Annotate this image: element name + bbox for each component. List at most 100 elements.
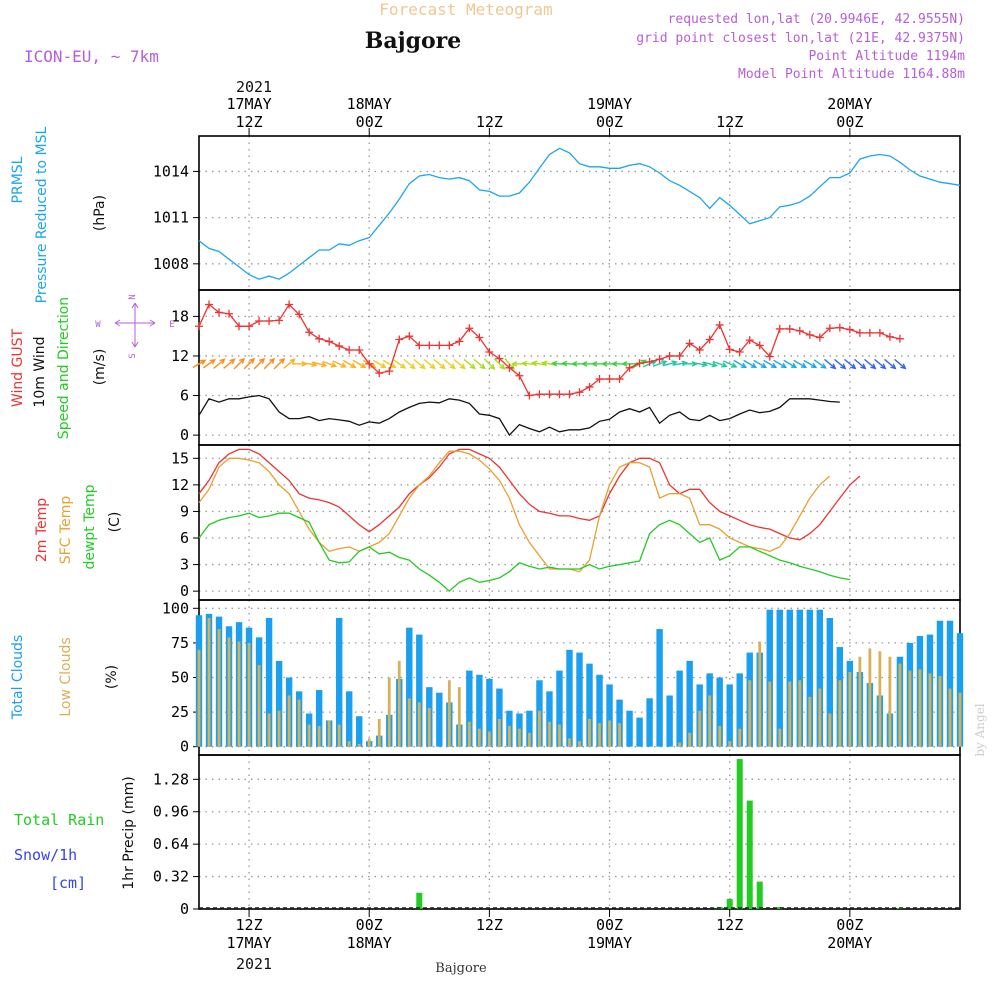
total-cloud-bar <box>666 695 673 747</box>
bottom-axis-hour: 00Z <box>596 916 623 934</box>
total-cloud-bar <box>636 717 643 747</box>
wind-arrow-head <box>469 363 476 370</box>
wind-arrow-head <box>360 362 367 369</box>
wind-arrow-head <box>711 361 718 368</box>
rain-label: Total Rain <box>14 811 104 829</box>
wind-arrow-head <box>229 358 236 365</box>
low-cloud-bar <box>618 723 621 747</box>
y-tick-label: 75 <box>171 634 189 652</box>
wind-arrow-shaft <box>273 358 285 370</box>
wind-arrow-head <box>621 360 628 367</box>
gust-marker <box>505 363 514 372</box>
wind-arrow-shaft <box>743 359 757 368</box>
wind-arrow-head <box>531 360 538 367</box>
wind-arrow-head <box>340 362 347 368</box>
top-axis-date: 17MAY <box>226 95 271 113</box>
wind-arrow-shaft <box>763 359 777 368</box>
y-tick-label: 15 <box>171 449 189 467</box>
gust-marker <box>725 345 734 354</box>
wind-arrow-head <box>611 360 618 367</box>
wind-arrow-head <box>249 357 256 364</box>
low-cloud-bar <box>858 656 862 747</box>
total-cloud-bar <box>676 670 683 747</box>
chart-subtitle: Forecast Meteogram <box>379 0 552 19</box>
gust-marker <box>255 317 264 325</box>
wind-arrow-shaft <box>773 359 787 368</box>
gust-marker <box>875 328 884 337</box>
wind-arrow-head <box>449 363 456 370</box>
wind-arrow-shaft <box>372 359 386 368</box>
wind-arrow-head <box>830 363 837 370</box>
gust-marker <box>635 359 644 368</box>
plot-layer: 10081011101406121803691215025507510000.3… <box>10 95 964 952</box>
low-cloud-bar <box>227 637 231 747</box>
y-tick-label: 1011 <box>153 209 189 227</box>
wind-arrow-head <box>681 360 689 367</box>
gust-marker <box>435 341 444 350</box>
wind-arrow-shaft <box>672 361 687 366</box>
total-cloud-bar <box>466 670 473 747</box>
wind-arrow-shaft <box>453 358 466 369</box>
wind-arrow-head <box>760 362 768 369</box>
wind-arrow-shaft <box>652 360 667 367</box>
y-tick-label: 9 <box>180 502 189 520</box>
low-cloud-bar <box>457 687 461 747</box>
total-cloud-bar <box>806 609 814 747</box>
y-tick-label: 0 <box>180 582 189 600</box>
gust-marker <box>475 333 484 342</box>
low-cloud-bar <box>768 681 772 747</box>
wind-arrow-head <box>200 359 207 365</box>
wind-arrow-head <box>731 362 738 368</box>
low-cloud-bar <box>588 719 591 747</box>
low-cloud-bar <box>528 732 531 747</box>
wind-arrow-head <box>840 363 847 370</box>
gust-marker <box>335 342 344 351</box>
low-cloud-bar <box>598 723 601 747</box>
low-cloud-bar <box>417 702 421 747</box>
wind-arrow-shaft <box>312 361 327 367</box>
low-cloud-bar <box>297 699 301 747</box>
gust-marker <box>235 322 244 331</box>
total-cloud-bar <box>526 710 533 747</box>
wind-arrow-head <box>320 361 328 368</box>
low-cloud-bar <box>798 680 802 747</box>
top-axis-hour: 00Z <box>356 113 383 131</box>
low-cloud-bar <box>467 721 471 747</box>
low-cloud-bar <box>427 707 431 747</box>
gridpoint-coords: grid point closest lon,lat (21E, 42.9375… <box>636 31 965 46</box>
wind-arrow-shaft <box>213 358 225 369</box>
low-cloud-bar <box>237 641 241 747</box>
total-cloud-bar <box>736 673 743 747</box>
low-cloud-bar <box>247 642 251 747</box>
bottom-axis-date: 17MAY <box>226 934 271 952</box>
low-cloud-bar <box>748 680 752 747</box>
low-cloud-bar <box>277 710 281 747</box>
snow-unit: [cm] <box>50 874 86 892</box>
wind-arrow-head <box>350 362 357 369</box>
wind-arrow-shaft <box>302 361 317 366</box>
wind-arrow-head <box>330 362 338 368</box>
wind-arrow-head <box>259 357 266 364</box>
low-cloud-bar <box>848 671 852 747</box>
y-tick-label: 0 <box>180 426 189 444</box>
gust-marker <box>455 337 464 346</box>
wind-arrow-shaft <box>834 358 846 369</box>
wind-arrow-head <box>780 362 788 369</box>
total-cloud-bar <box>786 609 793 747</box>
low-cloud-bar <box>207 617 211 747</box>
wind-arrow-head <box>439 363 446 370</box>
y-tick-label: 0.64 <box>153 835 189 853</box>
wind-arrow-shaft <box>874 358 886 369</box>
wind-arrow-shaft <box>253 358 265 370</box>
low-cloud-bar <box>568 738 571 747</box>
gust-marker <box>365 359 374 368</box>
temp-2m-line <box>198 448 861 541</box>
snow-label: Snow/1h <box>14 846 77 864</box>
wind-arrow-head <box>810 362 818 369</box>
low-cloud-bar <box>708 695 712 747</box>
total-cloud-bar <box>816 609 824 747</box>
top-axis-hour: 12Z <box>716 113 743 131</box>
wind-arrow-shaft <box>403 358 416 369</box>
wind-arrow-shaft <box>413 358 426 369</box>
wind-arrow-head <box>870 363 877 370</box>
